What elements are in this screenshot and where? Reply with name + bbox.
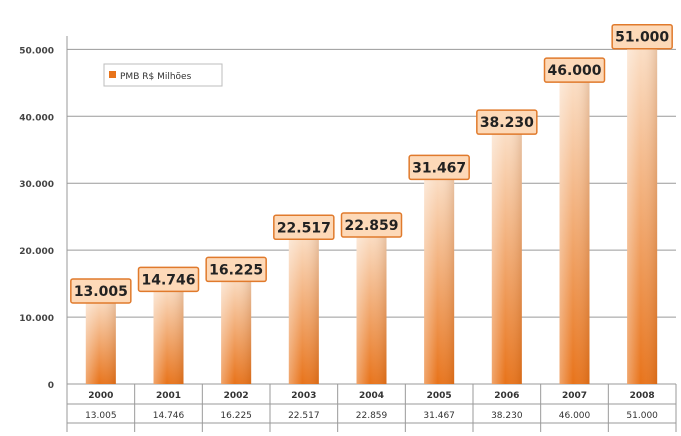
bar-group — [559, 73, 590, 385]
legend-box — [103, 63, 223, 87]
bar-shading — [559, 76, 590, 385]
bar-group — [288, 230, 319, 384]
data-label-text: 22.859 — [344, 218, 398, 234]
bar-group — [356, 228, 387, 384]
table-value: 38.230 — [491, 411, 523, 421]
legend-swatch — [109, 71, 116, 78]
data-table: 2000 13.005 2001 14.746 2002 16.225 2003 22.517… — [66, 384, 677, 432]
data-label-text: 13.005 — [74, 284, 128, 300]
data-label: 46.000 — [543, 57, 606, 83]
x-tick-label: 2001 — [156, 391, 181, 401]
bar-group — [491, 125, 522, 384]
y-axis: 0 10.000 20.000 30.000 40.000 50.000 — [19, 46, 54, 391]
table-value: 51.000 — [626, 411, 658, 421]
data-label-box — [408, 154, 470, 181]
table-value: 46.000 — [559, 411, 591, 421]
y-tick-label: 40.000 — [19, 113, 54, 123]
data-label-box — [205, 256, 267, 283]
bar-shading — [153, 285, 184, 384]
x-tick-label: 2003 — [291, 391, 316, 401]
x-tick-label: 2000 — [88, 391, 113, 401]
bar-group — [85, 293, 116, 384]
data-label: 22.517 — [273, 214, 335, 241]
data-label-text: 14.746 — [141, 272, 195, 288]
x-tick-label: 2005 — [427, 391, 452, 401]
data-label-text: 46.000 — [547, 63, 601, 79]
data-label-text: 16.225 — [209, 262, 263, 278]
data-label: 31.467 — [408, 154, 470, 181]
data-label-box — [340, 212, 403, 238]
bar-group — [424, 170, 455, 384]
legend: PMB R$ Milhões — [103, 63, 223, 87]
x-tick-label: 2006 — [494, 391, 519, 401]
x-tick-label: 2004 — [359, 391, 384, 401]
data-label: 38.230 — [476, 109, 538, 135]
table-value: 22.859 — [356, 411, 388, 421]
data-label-text: 51.000 — [615, 30, 669, 46]
y-tick-label: 0 — [48, 381, 54, 391]
table-value: 22.517 — [288, 411, 320, 421]
data-label: 14.746 — [137, 266, 200, 293]
data-label: 13.005 — [70, 278, 132, 304]
table-value: 31.467 — [423, 411, 455, 421]
data-label-box — [476, 109, 538, 135]
data-label-box — [70, 278, 132, 304]
data-label: 51.000 — [611, 23, 673, 50]
bar-shading — [221, 275, 252, 384]
data-label-box — [137, 266, 200, 293]
bar-group — [627, 39, 658, 384]
data-label-text: 31.467 — [412, 160, 466, 176]
bar-shading — [627, 42, 658, 384]
data-label: 16.225 — [205, 256, 267, 283]
y-tick-label: 10.000 — [19, 314, 54, 324]
legend-label: PMB R$ Milhões — [120, 72, 192, 82]
table-value: 16.225 — [220, 411, 252, 421]
x-tick-label: 2007 — [562, 391, 587, 401]
bars — [85, 39, 658, 385]
bar-group — [221, 272, 252, 384]
table-value: 14.746 — [153, 411, 185, 421]
bar-shading — [356, 231, 387, 384]
y-tick-label: 50.000 — [19, 46, 54, 56]
bar-shading — [491, 128, 522, 384]
data-label-box — [273, 214, 335, 241]
x-tick-label: 2008 — [630, 391, 655, 401]
bar-group — [153, 282, 184, 384]
x-tick-label: 2002 — [224, 391, 249, 401]
data-labels: 13.005 14.746 16.225 22.517 22.859 31.467 38.2… — [70, 23, 673, 304]
y-tick-label: 20.000 — [19, 247, 54, 257]
data-label-text: 38.230 — [480, 115, 534, 131]
data-label-text: 22.517 — [277, 220, 331, 236]
table-value: 13.005 — [85, 411, 117, 421]
bar-shading — [85, 296, 116, 384]
bar-shading — [424, 173, 455, 384]
bar-shading — [288, 233, 319, 384]
data-label: 22.859 — [340, 212, 403, 238]
data-label-box — [611, 23, 673, 50]
y-tick-label: 30.000 — [19, 180, 54, 190]
data-label-box — [543, 57, 606, 83]
